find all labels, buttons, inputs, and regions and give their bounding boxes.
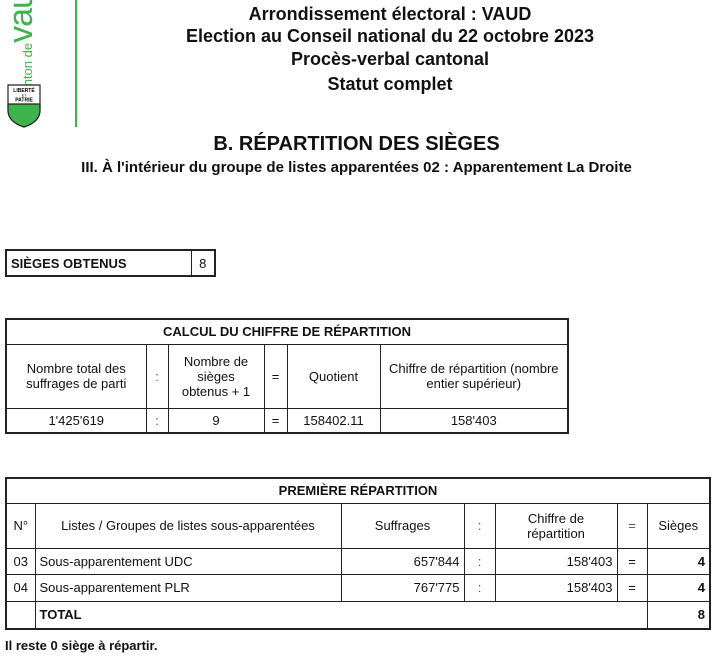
- svg-text:LIBERTÉ: LIBERTÉ: [13, 86, 35, 94]
- row-colon: :: [463, 573, 496, 602]
- total-row: TOTAL 8: [5, 600, 711, 630]
- header-sieges: Sièges: [646, 502, 711, 549]
- value-quotient: 158402.11: [286, 407, 381, 434]
- header-equals: =: [263, 343, 288, 409]
- seats-label: SIÈGES OBTENUS: [5, 249, 192, 277]
- header-quotient: Quotient: [286, 343, 381, 409]
- value-colon: :: [145, 407, 169, 434]
- total-value: 8: [646, 600, 711, 630]
- table-row: 04 Sous-apparentement PLR 767'775 : 158'…: [5, 573, 711, 602]
- header-line3: Procès-verbal cantonal: [290, 49, 490, 69]
- row-list: Sous-apparentement UDC: [34, 547, 342, 575]
- header-equals: =: [616, 502, 648, 549]
- value-sieges-plus-one: 9: [167, 407, 265, 434]
- header-total-suffrages: Nombre total des suffrages de parti: [5, 343, 147, 409]
- header-line2: Election au Conseil national du 22 octob…: [185, 26, 595, 46]
- value-total-suffrages: 1'425'619: [5, 407, 147, 434]
- svg-text:ET: ET: [22, 94, 27, 98]
- table-row: 03 Sous-apparentement UDC 657'844 : 158'…: [5, 547, 711, 575]
- header-sieges-plus-one: Nombre de sièges obtenus + 1: [167, 343, 265, 409]
- seats-value: 8: [190, 249, 216, 277]
- total-empty-cell: [5, 600, 36, 630]
- section-subtitle: III. À l'intérieur du groupe de listes a…: [81, 159, 632, 176]
- header-list: Listes / Groupes de listes sous-apparent…: [34, 502, 342, 549]
- svg-text:PATRIE: PATRIE: [15, 98, 33, 104]
- premiere-title: PREMIÈRE RÉPARTITION: [5, 477, 711, 504]
- row-sieges: 4: [646, 547, 711, 575]
- section-title: B. RÉPARTITION DES SIÈGES: [213, 133, 500, 155]
- header-no: N°: [5, 502, 36, 549]
- seats-obtained-table: SIÈGES OBTENUS 8: [5, 249, 216, 277]
- premiere-repartition-table: PREMIÈRE RÉPARTITION N° Listes / Groupes…: [5, 477, 711, 630]
- row-no: 04: [5, 573, 36, 602]
- row-equals: =: [616, 547, 648, 575]
- row-no: 03: [5, 547, 36, 575]
- row-suffrages: 767'775: [340, 573, 465, 602]
- header-chiffre: Chiffre de répartition (nombre entier su…: [379, 343, 569, 409]
- row-colon: :: [463, 547, 496, 575]
- row-chiffre: 158'403: [494, 573, 618, 602]
- footer-note: Il reste 0 siège à répartir.: [5, 638, 158, 653]
- row-chiffre: 158'403: [494, 547, 618, 575]
- header-colon: :: [145, 343, 169, 409]
- row-list: Sous-apparentement PLR: [34, 573, 342, 602]
- header-colon: :: [463, 502, 496, 549]
- header-suffrages: Suffrages: [340, 502, 465, 549]
- shield-icon: LIBERTÉ ET PATRIE: [7, 84, 41, 128]
- value-chiffre: 158'403: [379, 407, 569, 434]
- header-line4: Statut complet: [327, 74, 453, 94]
- calcul-table: CALCUL DU CHIFFRE DE RÉPARTITION Nombre …: [5, 318, 569, 434]
- canton-logo: canton devaud LIBERTÉ ET PATRIE: [0, 0, 75, 130]
- calcul-title: CALCUL DU CHIFFRE DE RÉPARTITION: [5, 318, 569, 345]
- row-suffrages: 657'844: [340, 547, 465, 575]
- header-chiffre: Chiffre de répartition: [494, 502, 618, 549]
- row-sieges: 4: [646, 573, 711, 602]
- total-label: TOTAL: [34, 600, 648, 630]
- value-equals: =: [263, 407, 288, 434]
- logo-divider: [75, 0, 77, 127]
- header-line1: Arrondissement électoral : VAUD: [248, 4, 532, 24]
- row-equals: =: [616, 573, 648, 602]
